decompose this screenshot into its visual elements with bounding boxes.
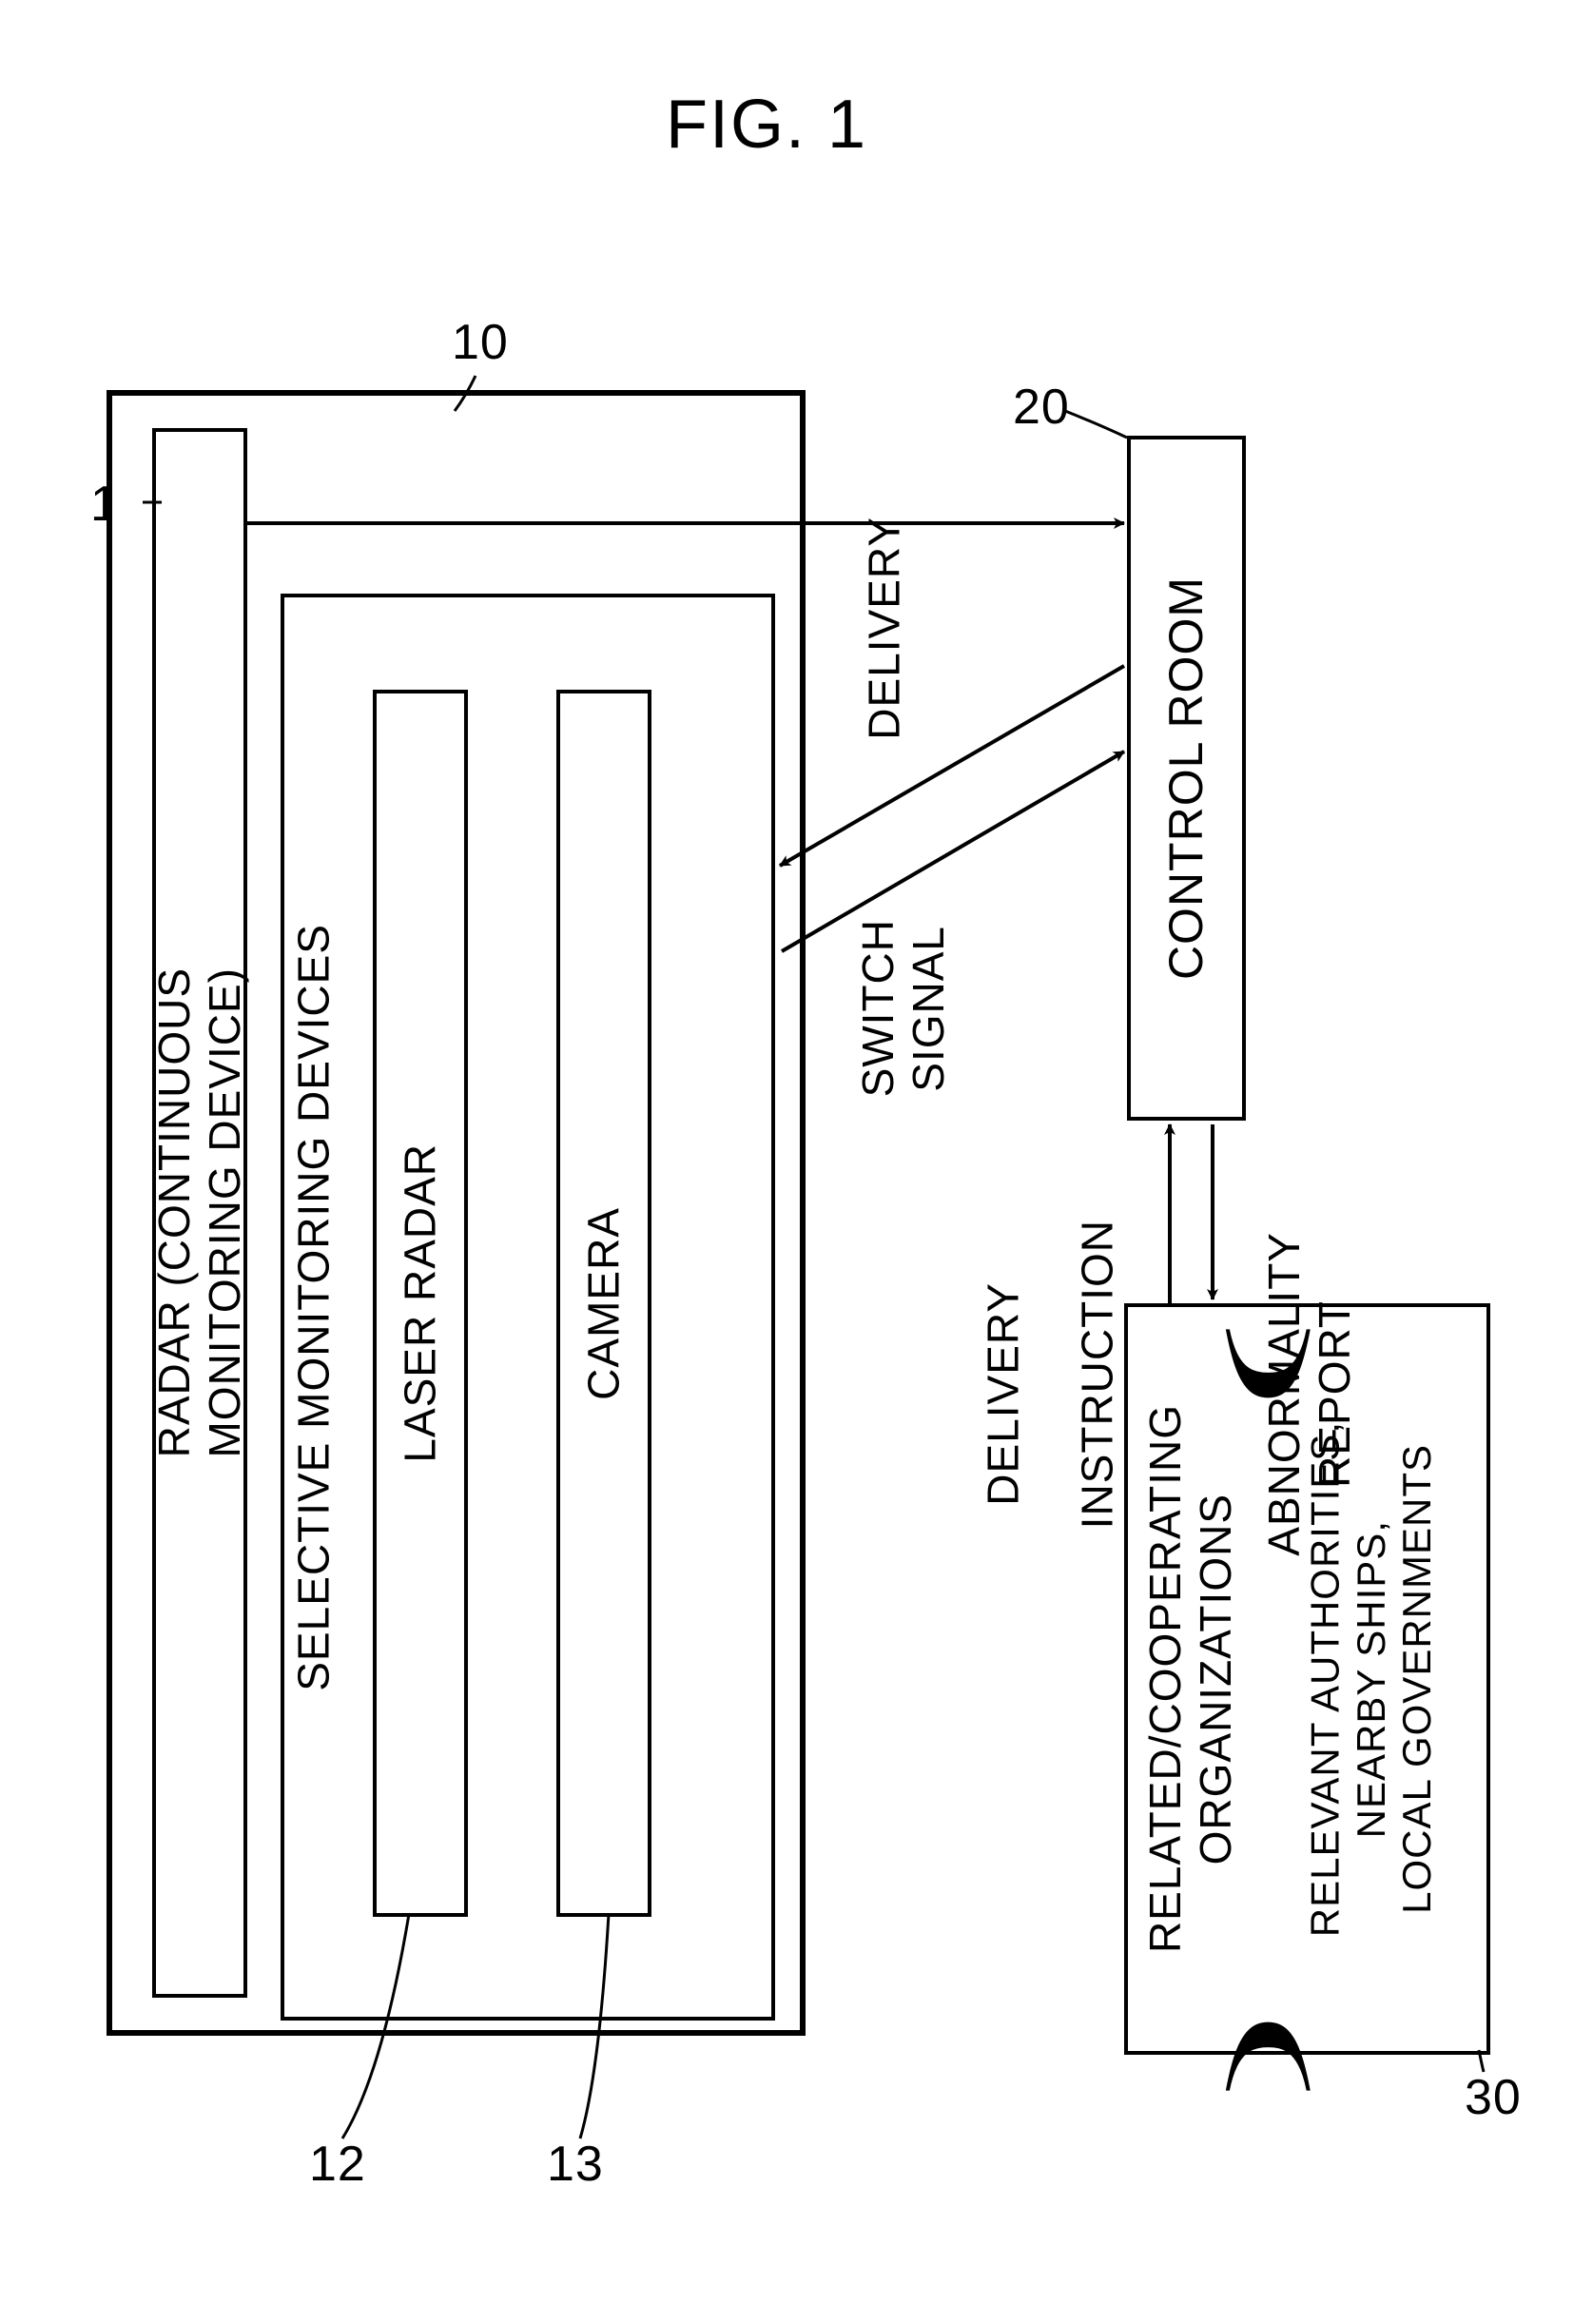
edge-label-delivery-diag: DELIVERY bbox=[980, 1222, 1027, 1565]
edge-label-abnormality: ABNORMALITYREPORT bbox=[1257, 1132, 1362, 1655]
edge-label-switch: SWITCHSIGNAL bbox=[851, 851, 956, 1165]
paren-left: ( bbox=[1231, 2010, 1324, 2099]
radar-label: RADAR (CONTINUOUSMONITORING DEVICE) bbox=[160, 438, 240, 1988]
orgs-label-main: RELATED/COOPERATINGORGANIZATIONS bbox=[1134, 1313, 1248, 2045]
figure-title: FIG. 1 bbox=[666, 86, 867, 164]
edge-label-delivery-top: DELIVERY bbox=[861, 457, 908, 799]
ref-20: 20 bbox=[1013, 379, 1070, 436]
laser-radar-label: LASER RADAR bbox=[380, 699, 460, 1907]
ref-10: 10 bbox=[452, 314, 509, 371]
ref-30: 30 bbox=[1465, 2069, 1522, 2126]
edge-label-instruction: INSTRUCTION bbox=[1074, 1137, 1121, 1612]
camera-label: CAMERA bbox=[564, 699, 644, 1907]
control-room-label: CONTROL ROOM bbox=[1135, 445, 1238, 1111]
ref-13: 13 bbox=[547, 2136, 604, 2193]
selective-box bbox=[281, 594, 775, 2021]
ref-12: 12 bbox=[309, 2136, 366, 2193]
selective-label: SELECTIVE MONITORING DEVICES bbox=[289, 603, 339, 2011]
